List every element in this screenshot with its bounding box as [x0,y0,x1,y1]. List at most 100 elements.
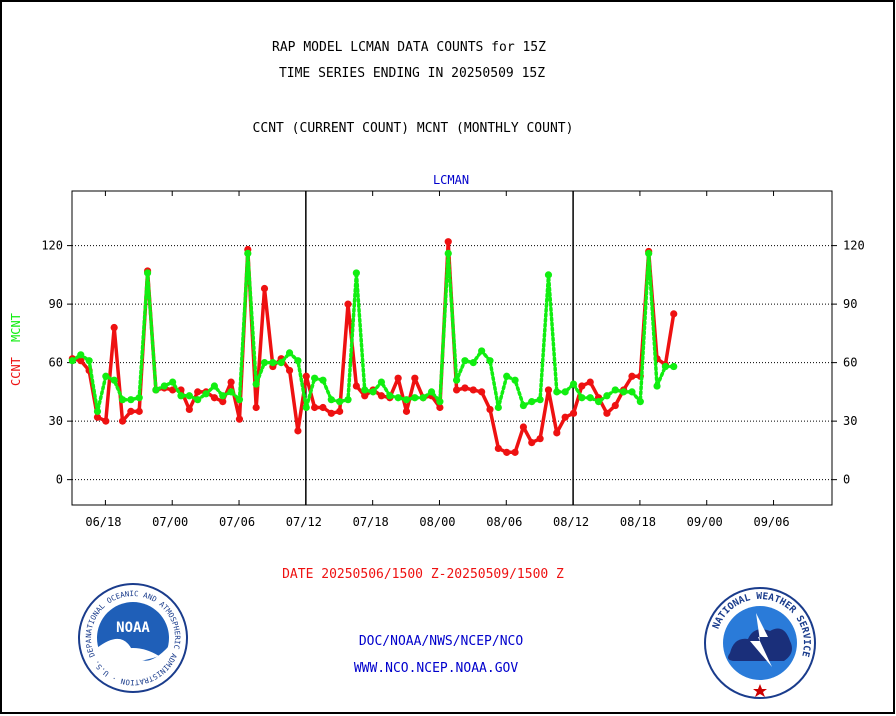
nws-logo: NATIONAL WEATHER SERVICE [704,587,816,699]
x-tick-label: 06/18 [85,515,121,529]
data-point-mcnt [544,271,553,279]
noaa-logo: NOAA NATIONAL OCEANIC AND ATMOSPHERIC AD… [78,583,188,693]
data-point-ccnt [227,378,235,386]
data-point-mcnt [369,388,377,396]
x-tick-label: 07/12 [286,515,322,529]
y-tick-label-left: 30 [49,414,63,428]
data-point-mcnt [553,388,561,396]
data-point-ccnt [561,413,569,421]
data-point-mcnt [427,388,436,396]
data-point-mcnt [277,359,285,367]
data-point-mcnt [219,392,227,400]
y-tick-label-left: 0 [56,473,63,487]
data-point-mcnt [102,372,110,380]
data-point-mcnt [185,392,193,400]
data-point-ccnt [444,238,452,246]
x-tick-label: 08/00 [419,515,455,529]
data-point-ccnt [578,382,586,390]
data-point-mcnt [160,382,168,390]
data-point-mcnt [569,380,578,388]
data-point-ccnt [486,405,494,414]
data-point-ccnt [478,388,486,396]
data-point-ccnt [352,382,360,390]
data-point-ccnt [519,423,528,431]
org-path: DOC/NOAA/NWS/NCEP/NCO [359,634,524,649]
chart-title-line2: TIME SERIES ENDING IN 20250509 15Z [279,66,545,81]
data-point-mcnt [611,386,619,394]
plot-area: 0 0 30 30 60 60 90 90 120 120 06/18 07/00 07/06 07/12… [41,190,865,529]
chart-subtitle: CCNT (CURRENT COUNT) MCNT (MONTHLY COUNT… [253,121,574,136]
data-point-ccnt [118,417,127,425]
y-tick-label-right: 60 [843,356,857,370]
data-point-mcnt [127,396,135,404]
data-point-mcnt [402,396,411,404]
data-point-ccnt [210,394,218,402]
date-range: DATE 20250506/1500 Z-20250509/1500 Z [282,567,564,582]
data-point-ccnt [461,384,469,392]
data-point-ccnt [511,448,519,456]
data-point-ccnt [611,401,619,410]
y-tick-label-right: 120 [843,239,865,253]
x-tick-label: 07/18 [353,515,389,529]
x-tick-label: 08/06 [486,515,522,529]
data-point-mcnt [352,269,360,277]
data-point-ccnt [628,372,636,380]
data-point-mcnt [252,380,260,388]
data-point-mcnt [327,396,335,404]
data-point-mcnt [594,398,603,406]
x-tick-label: 07/06 [219,515,255,529]
data-point-ccnt [185,405,193,414]
data-point-mcnt [152,386,160,394]
data-point-mcnt [578,394,586,402]
data-point-ccnt [452,386,461,394]
data-point-ccnt [553,429,561,437]
data-point-ccnt [603,409,611,417]
data-point-ccnt [536,435,544,443]
data-point-mcnt [411,394,419,402]
data-point-ccnt [135,407,143,415]
data-point-mcnt [394,394,402,402]
y-axis-label-mcnt: MCNT [9,313,23,342]
data-point-mcnt [636,398,644,406]
data-point-mcnt [135,394,143,402]
data-point-mcnt [143,269,152,277]
data-point-mcnt [244,249,252,258]
data-point-mcnt [68,357,77,365]
data-point-ccnt [544,386,553,394]
data-point-mcnt [294,357,302,365]
data-point-ccnt [260,284,269,293]
y-tick-label-left: 90 [49,297,63,311]
data-point-mcnt [519,401,528,410]
data-point-mcnt [511,376,519,384]
x-tick-label: 07/00 [152,515,188,529]
data-point-mcnt [561,388,569,396]
x-tick-label: 09/00 [687,515,723,529]
x-tick-label: 09/06 [753,515,789,529]
data-point-mcnt [536,396,544,404]
data-point-ccnt [235,415,244,423]
data-point-ccnt [194,388,202,396]
data-point-mcnt [620,388,628,396]
data-point-ccnt [285,366,294,375]
data-point-ccnt [219,398,227,406]
data-point-ccnt [377,392,386,400]
website[interactable]: WWW.NCO.NCEP.NOAA.GOV [354,661,519,676]
data-point-ccnt [77,357,85,365]
data-point-ccnt [494,444,502,453]
data-point-ccnt [528,438,536,447]
chart-title-line1: RAP MODEL LCMAN DATA COUNTS for 15Z [272,40,546,55]
data-point-ccnt [252,403,260,412]
y-tick-label-left: 120 [41,239,63,253]
data-point-mcnt [77,351,85,359]
data-point-mcnt [169,378,177,386]
data-point-ccnt [336,407,344,415]
data-point-mcnt [478,347,486,355]
data-point-mcnt [386,392,394,400]
data-point-mcnt [269,359,277,367]
data-point-mcnt [177,392,185,400]
data-point-ccnt [93,413,102,421]
plot-frame [71,190,833,506]
data-point-mcnt [93,407,102,415]
data-point-ccnt [302,372,310,380]
